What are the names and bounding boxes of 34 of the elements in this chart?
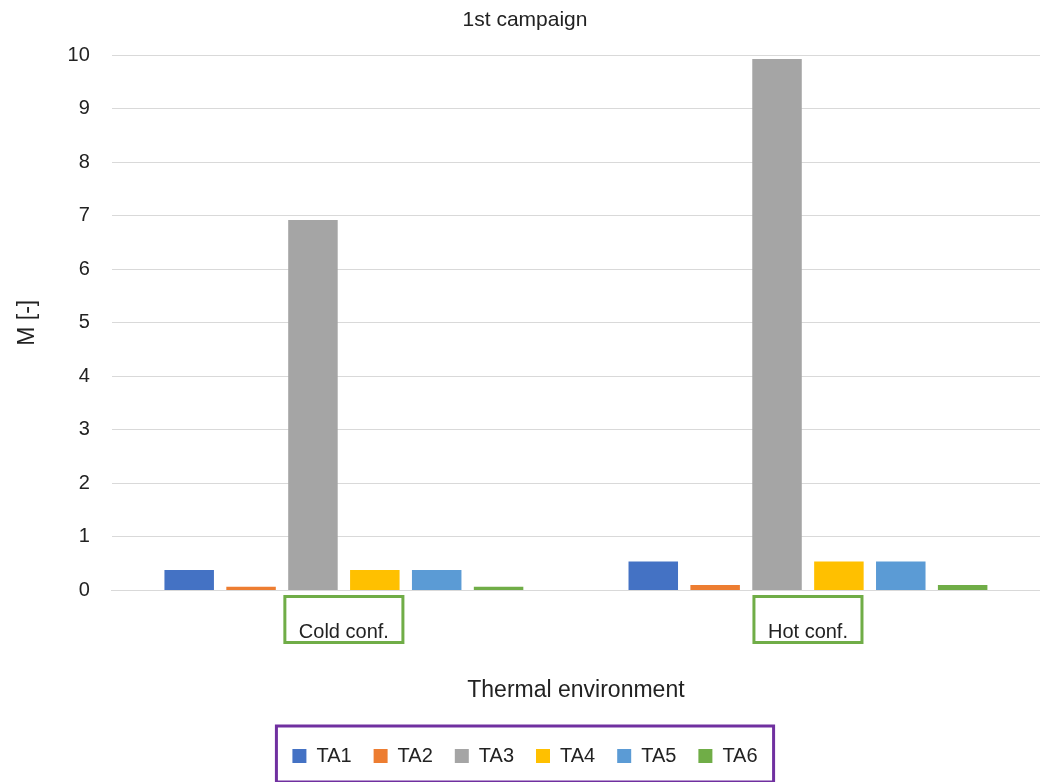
x-tick-label: Cold conf. xyxy=(298,619,389,642)
y-tick-label: 5 xyxy=(78,310,90,333)
bar xyxy=(628,561,679,590)
legend-label: TA5 xyxy=(641,743,677,766)
legend-label: TA1 xyxy=(316,743,352,766)
y-tick-label: 4 xyxy=(78,363,90,386)
bar xyxy=(690,585,740,590)
legend-label: TA2 xyxy=(397,743,433,766)
y-tick-label: 10 xyxy=(67,42,90,65)
chart-title: 1st campaign xyxy=(462,7,588,31)
y-tick-label: 9 xyxy=(78,96,90,119)
x-axis-title: Thermal environment xyxy=(467,675,686,702)
bar xyxy=(350,570,400,590)
bar xyxy=(814,561,864,590)
legend-label: TA3 xyxy=(478,743,515,766)
bar xyxy=(411,570,462,590)
bar xyxy=(288,220,338,590)
y-tick-label: 8 xyxy=(78,149,90,172)
y-tick-label: 1 xyxy=(78,524,90,547)
y-tick-label: 3 xyxy=(78,417,90,440)
y-tick-label: 0 xyxy=(78,577,90,600)
bar xyxy=(937,585,988,590)
bar xyxy=(473,586,524,590)
y-tick-label: 6 xyxy=(78,256,90,279)
legend-label: TA6 xyxy=(722,743,758,766)
bar xyxy=(164,570,214,590)
y-tick-label: 7 xyxy=(78,203,90,226)
bar xyxy=(226,586,276,590)
bar xyxy=(876,561,926,590)
y-tick-label: 2 xyxy=(78,470,90,493)
y-axis-title: M [-] xyxy=(13,299,40,346)
legend-label: TA4 xyxy=(560,743,596,766)
bar xyxy=(752,58,802,590)
x-tick-label: Hot conf. xyxy=(767,619,848,642)
